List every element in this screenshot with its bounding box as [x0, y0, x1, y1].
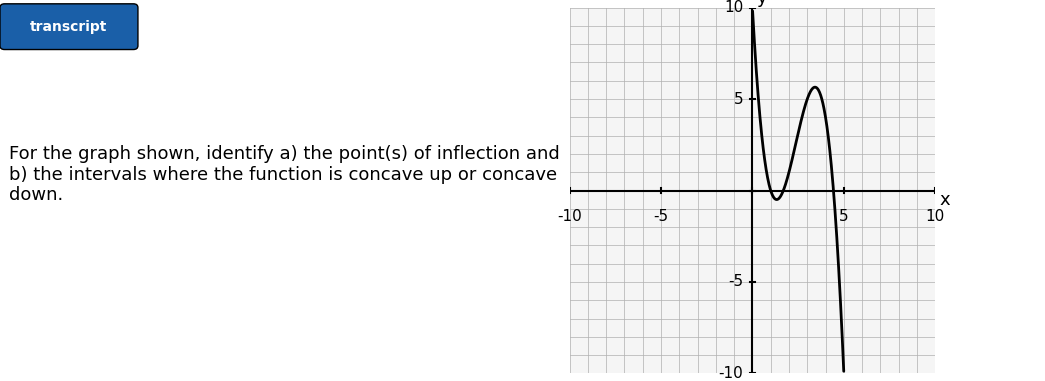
Text: x: x	[939, 190, 950, 209]
Text: 5: 5	[839, 209, 849, 224]
Text: 10: 10	[926, 209, 945, 224]
Text: -5: -5	[728, 274, 743, 290]
Text: -10: -10	[719, 366, 743, 381]
Text: y: y	[757, 0, 767, 8]
Text: transcript: transcript	[30, 20, 108, 34]
Text: 10: 10	[724, 0, 743, 15]
Text: For the graph shown, identify a) the point(s) of inflection and
b) the intervals: For the graph shown, identify a) the poi…	[9, 145, 560, 204]
Text: 5: 5	[734, 91, 743, 107]
FancyBboxPatch shape	[0, 4, 138, 50]
Text: -5: -5	[653, 209, 669, 224]
Text: -10: -10	[557, 209, 582, 224]
